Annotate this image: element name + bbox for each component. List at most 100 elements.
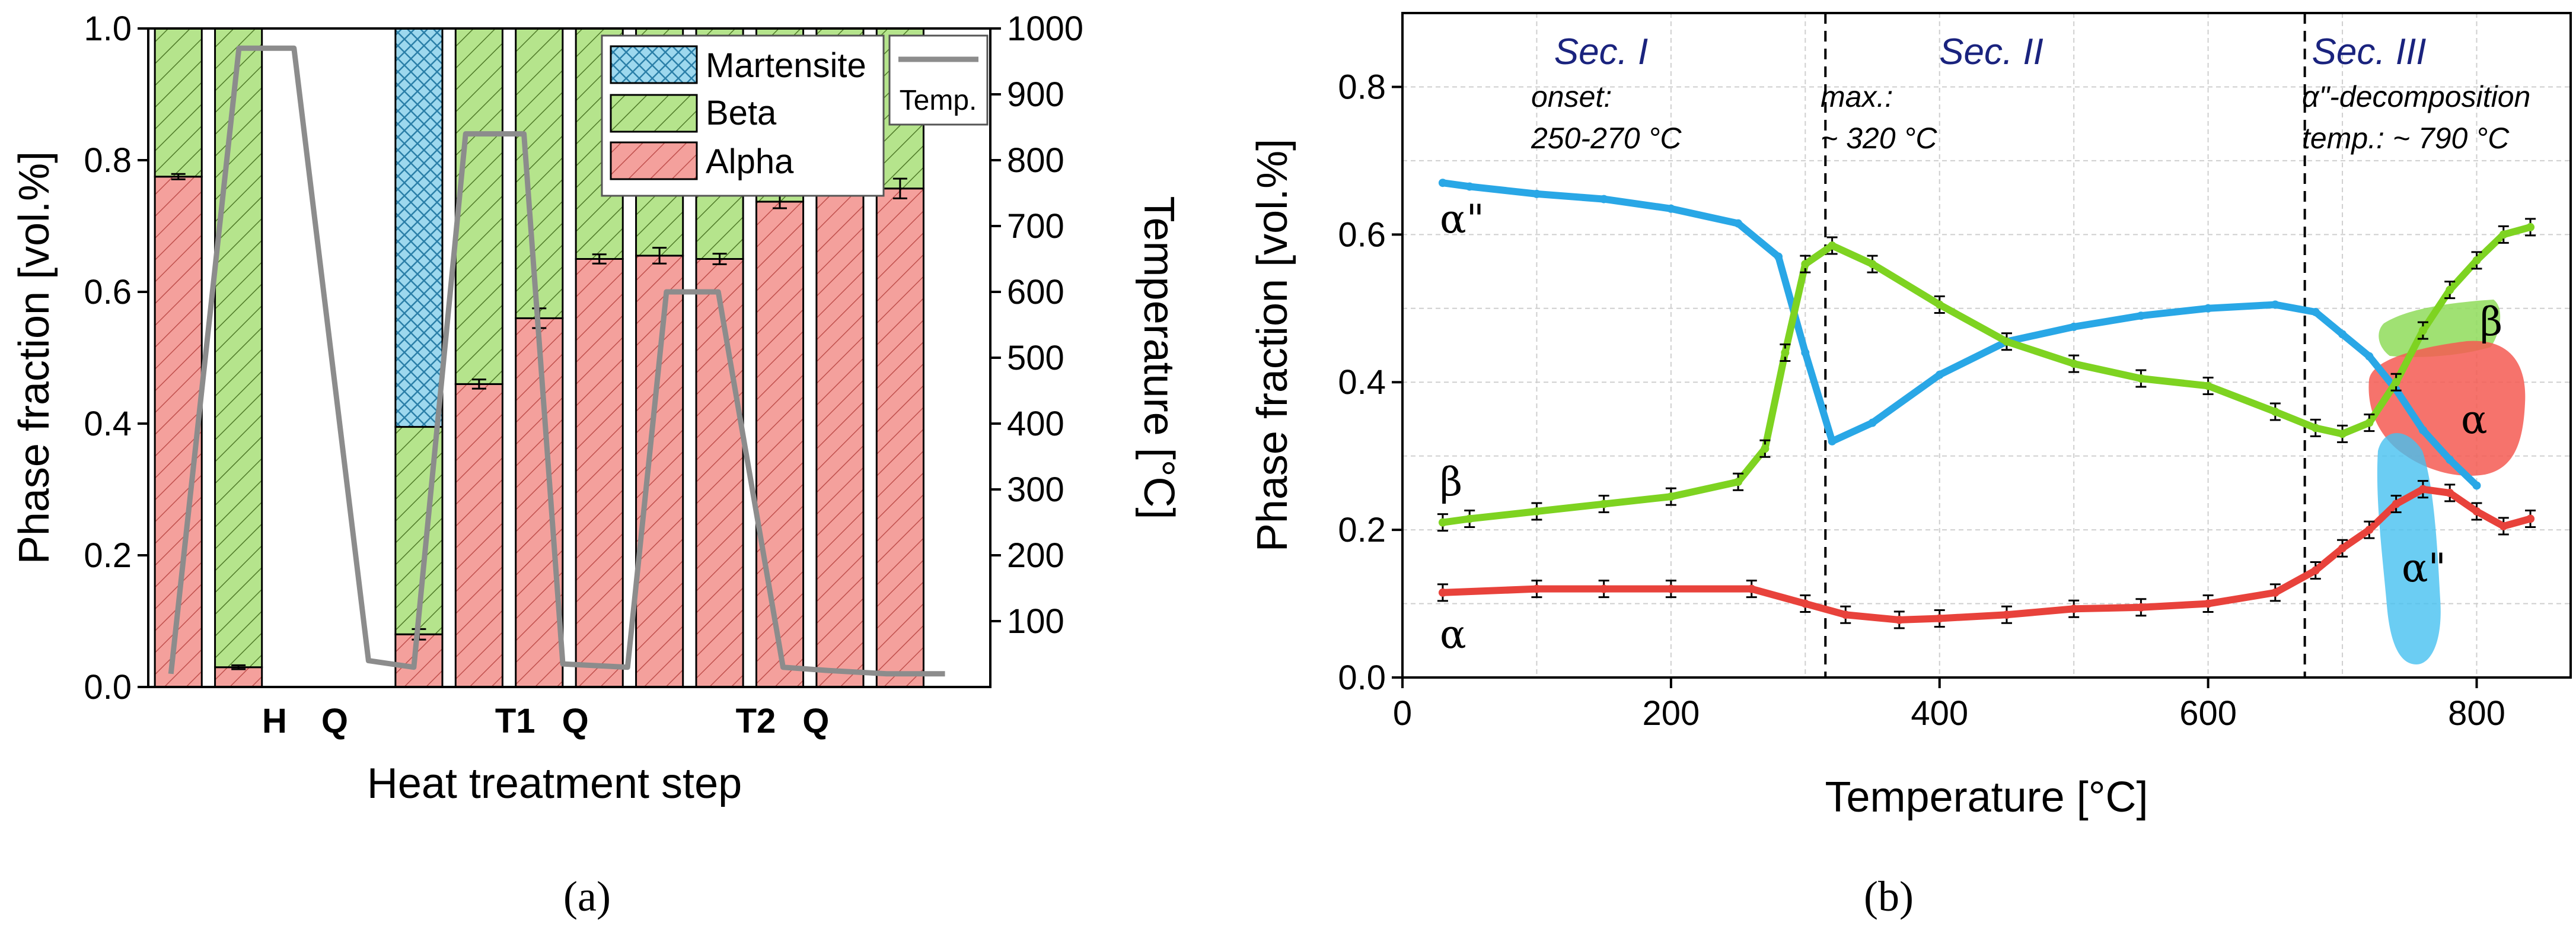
y2tick-label-a: 1000 <box>1007 9 1083 48</box>
point-1-2 <box>1532 507 1541 516</box>
y-axis-label-b: Phase fraction [vol.%] <box>1249 139 1296 552</box>
point-2-15 <box>2338 544 2347 553</box>
point-2-7 <box>1895 615 1904 624</box>
point-2-22 <box>2526 514 2535 523</box>
inset-label-alpha2: α" <box>2402 545 2446 591</box>
curve-1 <box>1439 223 2534 526</box>
x-axis-label-b: Temperature [°C] <box>1825 774 2148 821</box>
curve-2 <box>1439 485 2534 624</box>
step-labels: H Q T1 Q T2 Q <box>262 702 829 740</box>
panel-label-a: (a) <box>563 873 611 920</box>
point-1-1 <box>1465 514 1474 523</box>
section-dividers <box>1824 13 2306 677</box>
point-0-4 <box>1666 204 1675 213</box>
point-2-5 <box>1801 599 1810 608</box>
bar-alpha-5 <box>454 383 503 688</box>
xtick-label-b: 600 <box>2179 694 2237 733</box>
point-1-10 <box>1868 260 1877 269</box>
sec2-note2: ~ 320 °C <box>1821 122 1937 155</box>
xtick-label-b: 800 <box>2448 694 2505 733</box>
point-2-14 <box>2311 566 2320 575</box>
point-1-19 <box>2365 418 2374 427</box>
ytick-label-b: 0.2 <box>1338 511 1386 549</box>
point-1-7 <box>1781 348 1790 357</box>
point-1-15 <box>2204 381 2212 390</box>
point-0-14 <box>2204 304 2212 313</box>
point-2-0 <box>1438 588 1447 597</box>
ytick-label-a: 0.4 <box>84 405 132 443</box>
y2tick-label-a: 300 <box>1007 470 1064 509</box>
point-0-0 <box>1438 179 1447 187</box>
point-0-20 <box>2418 426 2427 435</box>
point-2-18 <box>2418 485 2427 494</box>
label-alpha: α <box>1440 612 1466 657</box>
point-1-24 <box>2499 230 2508 239</box>
point-2-16 <box>2365 526 2374 535</box>
temperature-line <box>168 45 945 677</box>
y2tick-label-a: 900 <box>1007 75 1064 114</box>
ytick-label-a: 0.0 <box>84 668 132 707</box>
point-0-1 <box>1465 182 1474 191</box>
point-0-3 <box>1599 195 1608 203</box>
point-1-4 <box>1666 492 1675 501</box>
point-0-21 <box>2446 455 2454 464</box>
legend-temp: Temp. <box>900 85 977 116</box>
bar-alpha-1 <box>214 666 263 688</box>
phase-curves <box>1437 179 2536 629</box>
step-label-2: H <box>262 702 287 740</box>
ytick-label-a: 1.0 <box>84 9 132 48</box>
sec3-title: Sec. III <box>2312 31 2427 72</box>
legend-martensite: Martensite <box>706 46 866 85</box>
point-1-25 <box>2526 222 2535 231</box>
point-2-3 <box>1666 584 1675 593</box>
sec2-note1: max.: <box>1821 80 1893 113</box>
point-2-17 <box>2392 500 2400 508</box>
point-1-21 <box>2418 326 2427 335</box>
point-1-16 <box>2271 408 2279 416</box>
bar-alpha-8 <box>635 255 684 688</box>
y2-ticks-a: 100 200 300 400 500 600 700 800 900 1000 <box>990 9 1083 641</box>
point-2-19 <box>2446 488 2454 497</box>
ytick-label-b: 0.4 <box>1338 363 1386 402</box>
point-1-23 <box>2472 256 2481 265</box>
label-beta: β <box>1440 459 1462 505</box>
point-2-10 <box>2070 605 2078 613</box>
y2tick-label-a: 800 <box>1007 141 1064 180</box>
point-1-13 <box>2070 360 2078 368</box>
xtick-label-b: 0 <box>1393 694 1412 733</box>
point-2-13 <box>2271 588 2279 597</box>
y2tick-label-a: 700 <box>1007 207 1064 246</box>
y-ticks-a: 0.0 0.2 0.4 0.6 0.8 1.0 <box>84 9 148 707</box>
point-0-12 <box>2070 322 2078 331</box>
plot-frame-b <box>1401 12 2572 679</box>
point-0-10 <box>1935 370 1944 379</box>
point-0-15 <box>2271 300 2279 309</box>
point-0-6 <box>1774 252 1783 261</box>
sec3-note1: α"-decomposition <box>2302 80 2530 113</box>
step-label-3: Q <box>321 702 348 740</box>
bar-beta-1 <box>214 27 263 669</box>
ticks-b: 0 200 400 600 800 0.0 0.2 0.4 0.6 0.8 <box>1338 68 2505 733</box>
bar-alpha-12 <box>875 187 924 688</box>
sec2-title: Sec. II <box>1939 31 2043 72</box>
phase-inset: β α α" <box>2368 299 2526 664</box>
panel-label-b: (b) <box>1864 873 1914 920</box>
inset-label-beta: β <box>2480 299 2502 345</box>
point-2-12 <box>2204 599 2212 608</box>
y2tick-label-a: 500 <box>1007 339 1064 377</box>
x-axis-label-a: Heat treatment step <box>367 760 742 807</box>
sec1-note2: 250-270 °C <box>1531 122 1682 155</box>
y-axis-label-a: Phase fraction [vol.%] <box>11 151 58 564</box>
stacked-bars <box>154 27 924 688</box>
ytick-label-a: 0.8 <box>84 141 132 180</box>
point-1-11 <box>1935 300 1944 309</box>
y2tick-label-a: 200 <box>1007 536 1064 575</box>
point-0-17 <box>2338 330 2347 339</box>
y2tick-label-a: 400 <box>1007 405 1064 443</box>
legend-a: Martensite Beta Alpha Temp. <box>601 34 989 197</box>
point-0-2 <box>1532 189 1541 198</box>
point-1-18 <box>2338 430 2347 438</box>
bar-beta-5 <box>454 27 503 385</box>
point-1-17 <box>2311 424 2320 432</box>
